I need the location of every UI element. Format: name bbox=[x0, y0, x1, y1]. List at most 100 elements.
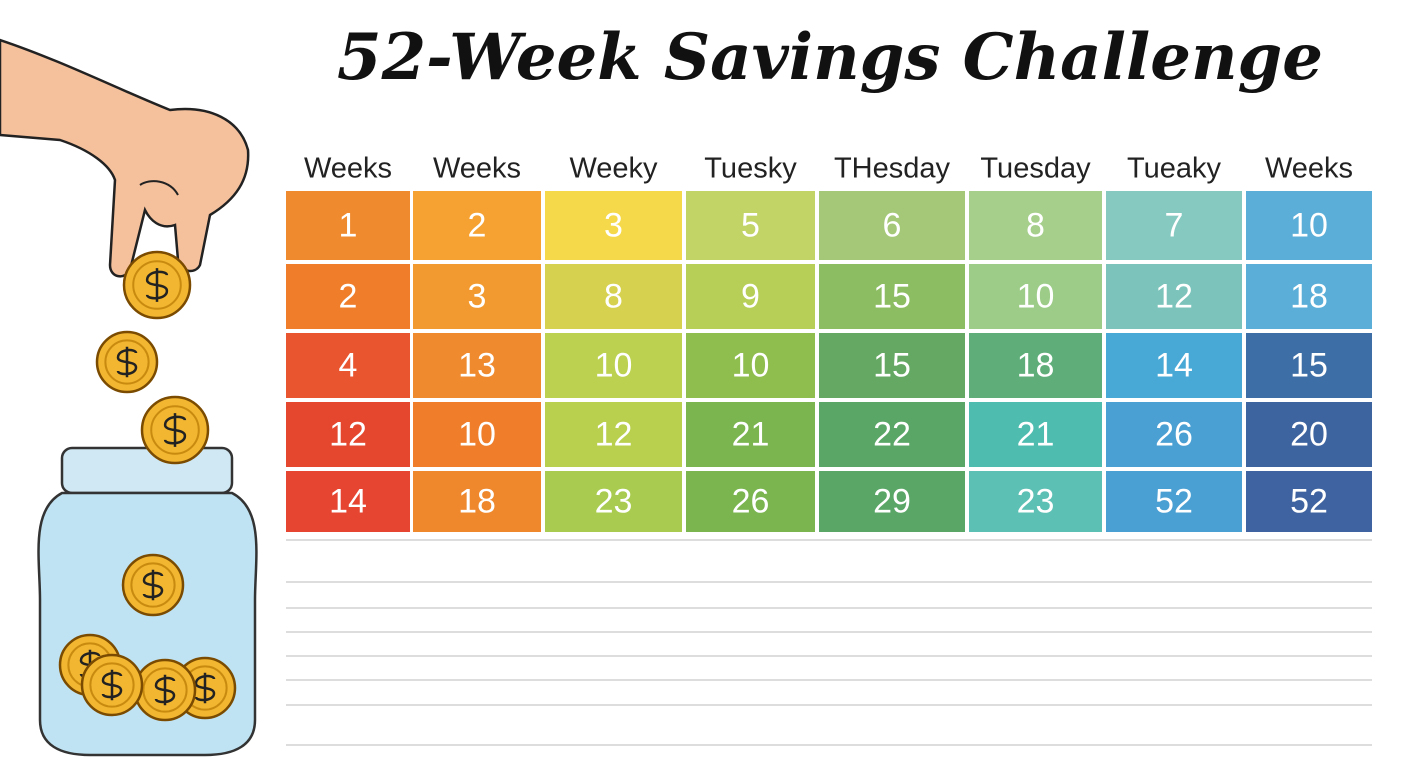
table-cell bbox=[545, 402, 682, 467]
column-header: Weeks bbox=[1265, 153, 1353, 185]
cell-value: 3 bbox=[604, 206, 623, 244]
cell-value: 18 bbox=[1017, 346, 1055, 384]
table-cell bbox=[686, 264, 815, 329]
page-title: 52-Week Savings Challenge bbox=[337, 20, 1323, 95]
column-header: Weeky bbox=[569, 153, 658, 185]
cell-value: 20 bbox=[1290, 415, 1328, 453]
table-cell bbox=[1246, 191, 1372, 260]
cell-value: 23 bbox=[595, 482, 633, 520]
table-cell bbox=[1106, 191, 1242, 260]
cell-value: 10 bbox=[458, 415, 496, 453]
cell-value: 5 bbox=[741, 206, 760, 244]
table-cell bbox=[686, 333, 815, 398]
coin-symbol bbox=[116, 346, 138, 378]
cell-value: 14 bbox=[1155, 346, 1193, 384]
column-header: Weeks bbox=[433, 153, 521, 185]
coin-rim bbox=[132, 260, 182, 310]
cell-value: 21 bbox=[1017, 415, 1055, 453]
table-cell bbox=[286, 402, 410, 467]
table-cell bbox=[1106, 402, 1242, 467]
table-cell bbox=[969, 333, 1102, 398]
table-cell bbox=[969, 191, 1102, 260]
table-cell bbox=[1246, 402, 1372, 467]
table-cell bbox=[413, 264, 541, 329]
cell-value: 21 bbox=[732, 415, 770, 453]
cell-value: 15 bbox=[873, 277, 911, 315]
cell-value: 22 bbox=[873, 415, 911, 453]
cell-value: 2 bbox=[339, 277, 358, 315]
cell-value: 7 bbox=[1165, 206, 1184, 244]
coin-symbol bbox=[145, 268, 169, 302]
table-cell bbox=[545, 471, 682, 532]
table-cell bbox=[545, 191, 682, 260]
coin-rim bbox=[130, 562, 176, 608]
cell-value: 23 bbox=[1017, 482, 1055, 520]
table-cell bbox=[819, 191, 965, 260]
cell-value: 18 bbox=[1290, 277, 1328, 315]
table-cell bbox=[1106, 264, 1242, 329]
cell-value: 13 bbox=[458, 346, 496, 384]
coin-rim bbox=[89, 662, 135, 708]
table-cell bbox=[545, 264, 682, 329]
cell-value: 10 bbox=[1290, 206, 1328, 244]
cell-value: 12 bbox=[1155, 277, 1193, 315]
table-cell bbox=[545, 333, 682, 398]
table-cell bbox=[286, 333, 410, 398]
cell-value: 29 bbox=[873, 482, 911, 520]
cell-value: 26 bbox=[732, 482, 770, 520]
table-cell bbox=[819, 402, 965, 467]
coins bbox=[58, 250, 237, 722]
table-cell bbox=[1246, 333, 1372, 398]
cell-value: 12 bbox=[329, 415, 367, 453]
cell-value: 14 bbox=[329, 482, 367, 520]
cell-value: 12 bbox=[595, 415, 633, 453]
cell-value: 15 bbox=[873, 346, 911, 384]
cell-value: 6 bbox=[883, 206, 902, 244]
cell-value: 10 bbox=[732, 346, 770, 384]
table-cell bbox=[413, 191, 541, 260]
cell-value: 15 bbox=[1290, 346, 1328, 384]
table-cell bbox=[413, 402, 541, 467]
coin-symbol bbox=[163, 413, 187, 447]
table-cell bbox=[1106, 333, 1242, 398]
cell-value: 3 bbox=[468, 277, 487, 315]
cell-value: 8 bbox=[1026, 206, 1045, 244]
coin-rim bbox=[142, 667, 188, 713]
cell-value: 18 bbox=[458, 482, 496, 520]
cell-value: 52 bbox=[1155, 482, 1193, 520]
column-header: THesday bbox=[834, 153, 951, 185]
column-header: Weeks bbox=[304, 153, 392, 185]
table-cell bbox=[286, 471, 410, 532]
column-header: Tueaky bbox=[1127, 153, 1222, 185]
column-header: Tuesky bbox=[704, 153, 797, 185]
table-cell bbox=[819, 471, 965, 532]
cell-value: 26 bbox=[1155, 415, 1193, 453]
table-cell bbox=[413, 471, 541, 532]
coin-symbol bbox=[154, 674, 176, 706]
column-header: Tuesday bbox=[980, 153, 1091, 185]
table-cell bbox=[413, 333, 541, 398]
ruled-lines bbox=[286, 539, 1372, 746]
cell-value: 2 bbox=[468, 206, 487, 244]
coin-rim bbox=[150, 405, 200, 455]
coin-rim bbox=[104, 339, 150, 385]
cell-value: 8 bbox=[604, 277, 623, 315]
table-cell bbox=[819, 264, 965, 329]
table-cell bbox=[686, 402, 815, 467]
cell-value: 52 bbox=[1290, 482, 1328, 520]
table-cell bbox=[286, 191, 410, 260]
coin-symbol bbox=[142, 569, 164, 601]
cell-value: 1 bbox=[339, 206, 358, 244]
table-cell bbox=[969, 471, 1102, 532]
coin-symbol bbox=[101, 669, 123, 701]
table-cell bbox=[969, 402, 1102, 467]
table-cell bbox=[286, 264, 410, 329]
cell-value: 9 bbox=[741, 277, 760, 315]
hand bbox=[0, 38, 250, 278]
cell-value: 10 bbox=[1017, 277, 1055, 315]
table-cell bbox=[1106, 471, 1242, 532]
table-cell bbox=[969, 264, 1102, 329]
hand-detail bbox=[139, 180, 179, 196]
